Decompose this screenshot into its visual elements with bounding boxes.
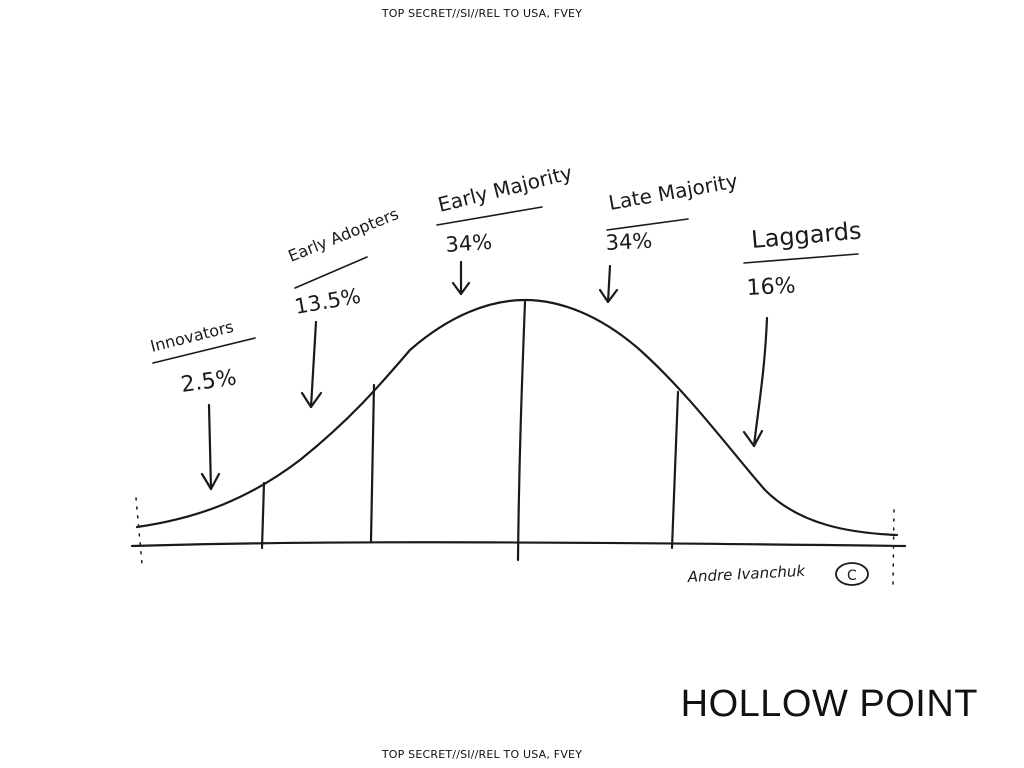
percent-early-adopters: 13.5% bbox=[293, 284, 363, 319]
baseline-axis bbox=[130, 541, 907, 548]
percent-laggards: 16% bbox=[746, 273, 796, 301]
underline-innovators bbox=[152, 337, 256, 364]
divider-early-adopters bbox=[369, 383, 376, 543]
arrow-early-adopters bbox=[300, 320, 323, 409]
percent-late-majority: 34% bbox=[605, 229, 653, 255]
signature: Andre Ivanchuk bbox=[686, 562, 806, 586]
underline-late-majority bbox=[606, 218, 689, 231]
left-edge-dots bbox=[135, 497, 143, 565]
arrow-late-majority bbox=[598, 264, 619, 304]
percent-early-majority: 34% bbox=[445, 230, 493, 257]
divider-late-majority bbox=[670, 390, 680, 550]
label-early-majority: Early Majority bbox=[435, 160, 575, 217]
codename-title: HOLLOW POINT bbox=[680, 683, 978, 725]
label-early-adopters: Early Adopters bbox=[285, 204, 401, 266]
label-innovators: Innovators bbox=[148, 317, 235, 356]
bell-curve bbox=[135, 298, 899, 537]
underline-laggards bbox=[743, 253, 859, 264]
arrow-laggards bbox=[742, 316, 769, 448]
classification-banner-bottom: TOP SECRET//SI//REL TO USA, FVEY bbox=[381, 748, 583, 761]
copyright-circle bbox=[835, 562, 869, 586]
arrow-innovators bbox=[200, 403, 221, 491]
arrow-early-majority bbox=[451, 260, 471, 296]
label-late-majority: Late Majority bbox=[607, 169, 740, 215]
underline-early-adopters bbox=[294, 256, 368, 289]
percent-innovators: 2.5% bbox=[179, 365, 238, 398]
classification-banner-top: TOP SECRET//SI//REL TO USA, FVEY bbox=[381, 7, 583, 20]
divider-mean bbox=[516, 300, 527, 562]
label-laggards: Laggards bbox=[750, 216, 862, 254]
right-edge-dots bbox=[892, 509, 895, 585]
copyright-letter: C bbox=[847, 568, 857, 584]
underline-early-majority bbox=[436, 206, 543, 226]
divider-innovators bbox=[260, 481, 266, 550]
